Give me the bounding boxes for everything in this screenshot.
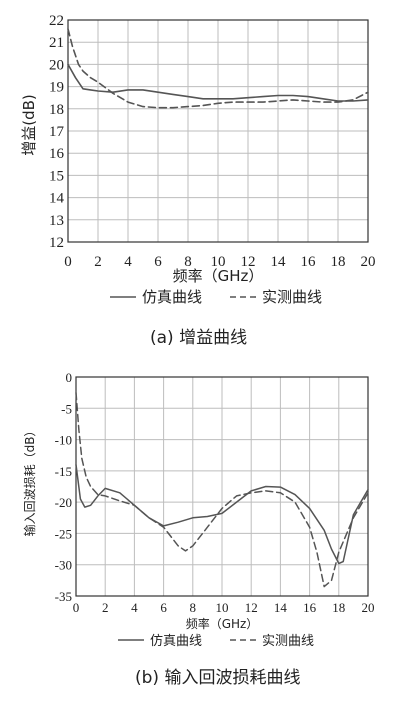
y-tick-label: 19 <box>49 80 64 96</box>
y-tick-label: -25 <box>55 526 72 541</box>
plot-frame <box>75 376 369 597</box>
x-tick-label: 0 <box>73 600 80 615</box>
y-axis-label: 输入回波损耗（dB） <box>22 425 37 537</box>
y-tick-label: 22 <box>49 13 64 29</box>
x-tick-label: 20 <box>362 600 375 615</box>
x-tick-label: 2 <box>102 600 109 615</box>
return-loss-chart: 0 2 4 6 8 10 12 14 16 18 20 0 -5 -10 -15 -20 -25 -30 -35 频率… <box>22 370 375 688</box>
series-line-measured <box>67 28 369 109</box>
y-axis-label: 增益(dB) <box>20 94 38 156</box>
legend-label: 仿真曲线 <box>150 634 202 649</box>
x-tick-label: 16 <box>301 254 317 270</box>
series-line-measured <box>75 391 369 588</box>
x-tick-label: 18 <box>331 254 346 270</box>
y-tick-label: -30 <box>55 558 72 573</box>
legend-label: 实测曲线 <box>262 634 314 649</box>
x-tick-label: 2 <box>94 254 102 270</box>
y-tick-label: 21 <box>49 35 64 51</box>
y-tick-label: 14 <box>49 191 65 207</box>
x-tick-label: 10 <box>211 254 226 270</box>
x-tick-label: 10 <box>216 600 229 615</box>
x-tick-label: 12 <box>245 600 258 615</box>
y-tick-label: 20 <box>49 57 64 73</box>
y-tick-label: -10 <box>55 433 72 448</box>
y-tick-label: -20 <box>55 495 72 510</box>
legend-label: 实测曲线 <box>262 288 322 306</box>
x-tick-label: 18 <box>332 600 345 615</box>
y-tick-label: -15 <box>55 464 72 479</box>
x-tick-label: 8 <box>184 254 192 270</box>
gain-chart: 0 2 4 6 8 10 12 14 16 18 20 12 13 14 15 16 17 18 19 20 21 22 频… <box>20 13 376 348</box>
y-tick-label: -35 <box>55 589 72 604</box>
x-tick-label: 12 <box>241 254 256 270</box>
legend-label: 仿真曲线 <box>142 288 202 306</box>
x-axis-label: 频率（GHz） <box>186 616 259 631</box>
y-tick-label: 16 <box>49 146 65 162</box>
y-tick-label: 0 <box>66 370 73 385</box>
y-tick-label: 13 <box>49 213 64 229</box>
x-tick-label: 6 <box>154 254 162 270</box>
series-line-simulated <box>67 63 369 102</box>
x-tick-label: 20 <box>361 254 376 270</box>
y-tick-label: 15 <box>49 168 64 184</box>
x-tick-label: 4 <box>124 254 132 270</box>
y-tick-label: 17 <box>49 124 65 140</box>
x-tick-label: 14 <box>271 254 287 270</box>
x-tick-label: 0 <box>64 254 72 270</box>
y-tick-label: 12 <box>49 235 64 251</box>
y-tick-label: 18 <box>49 102 64 118</box>
y-tick-label: -5 <box>61 401 72 416</box>
x-tick-label: 4 <box>131 600 138 615</box>
figure-caption: (b) 输入回波损耗曲线 <box>135 668 300 688</box>
x-tick-label: 6 <box>160 600 167 615</box>
x-tick-label: 8 <box>190 600 197 615</box>
x-tick-label: 16 <box>303 600 317 615</box>
plot-frame <box>67 19 369 243</box>
figure-caption: (a) 增益曲线 <box>150 328 247 348</box>
x-axis-label: 频率（GHz） <box>173 267 264 285</box>
series-line-simulated <box>75 463 369 565</box>
x-tick-label: 14 <box>274 600 288 615</box>
